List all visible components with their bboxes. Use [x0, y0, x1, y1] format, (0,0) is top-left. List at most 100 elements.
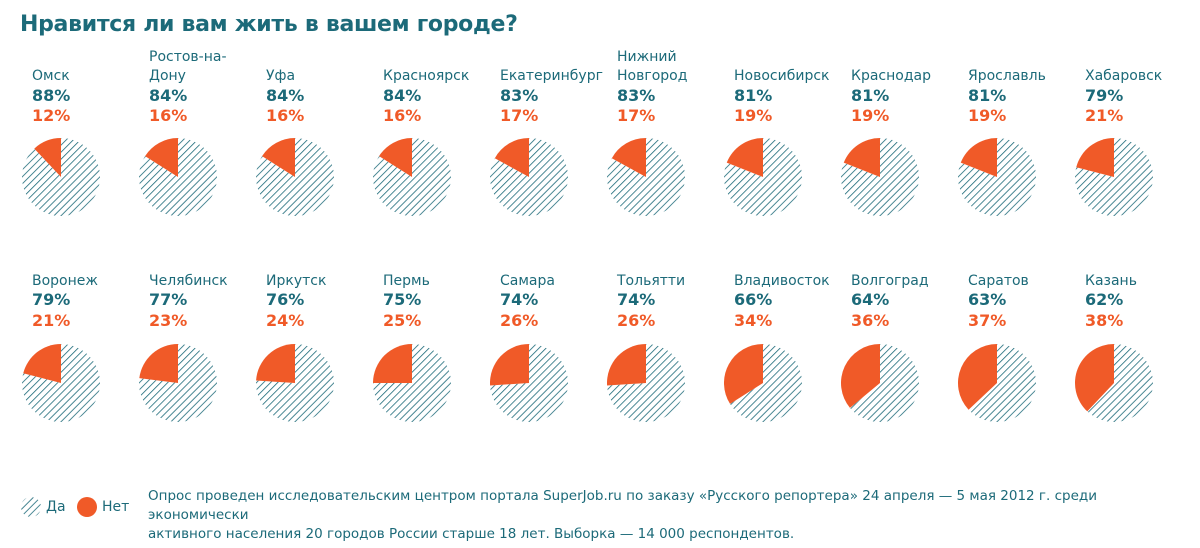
- pie-slice-no: [840, 344, 880, 408]
- city-pie-card: Тольятти 74% 26%: [605, 272, 722, 472]
- no-percent: 19%: [734, 106, 773, 125]
- city-name: Саратов: [968, 273, 1029, 289]
- city-name: Казань: [1085, 273, 1137, 289]
- pie-slice-no: [256, 344, 295, 383]
- pie-slice-no: [1076, 138, 1114, 177]
- city-pie-card: Казань 62% 38%: [1073, 272, 1190, 472]
- no-percent: 16%: [383, 106, 422, 125]
- city-pie-card: Воронеж 79% 21%: [20, 272, 137, 472]
- yes-percent: 77%: [149, 290, 188, 309]
- city-pie-card: Красноярск 84% 16%: [371, 48, 488, 248]
- city-name: Омск: [32, 68, 70, 84]
- pie-slice-yes: [968, 344, 1036, 422]
- yes-percent: 79%: [32, 290, 71, 309]
- yes-percent: 84%: [149, 86, 188, 105]
- city-name: Екатеринбург: [500, 68, 603, 84]
- city-pie-card: Омск 88% 12%: [20, 48, 137, 248]
- yes-percent: 88%: [32, 86, 71, 105]
- pie-slice-no: [726, 138, 763, 177]
- pie-chart: [1074, 344, 1153, 422]
- city-name: Владивосток: [734, 273, 830, 289]
- no-percent: 16%: [149, 106, 188, 125]
- city-name: Пермь: [383, 273, 430, 289]
- pie-row-2: Воронеж 79% 21% Челябинск 77% 23% Иркутск 76% 24…: [20, 272, 1190, 472]
- no-percent: 24%: [266, 311, 305, 330]
- yes-percent: 81%: [734, 86, 773, 105]
- yes-percent: 66%: [734, 290, 773, 309]
- legend-item-no: Нет: [76, 496, 129, 518]
- city-name: Тольятти: [617, 273, 686, 289]
- no-percent: 26%: [617, 311, 656, 330]
- pie-slice-no: [960, 138, 997, 177]
- pie-chart: [255, 138, 334, 216]
- no-percent: 36%: [851, 311, 890, 330]
- no-percent: 34%: [734, 311, 773, 330]
- pie-slice-no: [23, 344, 61, 383]
- no-percent: 26%: [500, 311, 539, 330]
- legend-swatch-yes: [21, 497, 41, 517]
- pie-chart: [138, 138, 217, 216]
- city-pie-card: Владивосток 66% 34%: [722, 272, 839, 472]
- city-pie-card: Нижний Новгород 83% 17%: [605, 48, 722, 248]
- pie-slice-no: [34, 138, 61, 177]
- city-pie-card: Ростов-на-Дону 84% 16%: [137, 48, 254, 248]
- city-pie-card: Саратов 63% 37%: [956, 272, 1073, 472]
- pie-slice-yes: [607, 344, 686, 422]
- pie-chart: [841, 138, 920, 216]
- page-title: Нравится ли вам жить в вашем городе?: [20, 12, 518, 37]
- legend-swatch-no: [77, 497, 97, 517]
- city-pie-card: Самара 74% 26%: [488, 272, 605, 472]
- yes-percent: 83%: [500, 86, 539, 105]
- pie-slice-no: [957, 344, 997, 410]
- pie-chart: [957, 344, 1036, 422]
- pie-slice-yes: [606, 138, 685, 216]
- pie-row-1: Омск 88% 12% Ростов-на-Дону 84% 16% Уфа 84% 16% К…: [20, 48, 1190, 248]
- pie-slice-no: [262, 138, 295, 177]
- pie-slice-yes: [139, 344, 218, 423]
- city-name: Ростов-на-Дону: [149, 49, 227, 84]
- no-percent: 17%: [500, 106, 539, 125]
- pie-chart: [1075, 138, 1154, 216]
- pie-chart: [840, 344, 919, 422]
- pie-chart: [489, 138, 568, 216]
- pie-chart: [139, 344, 218, 423]
- footnote-line-1: Опрос проведен исследовательским центром…: [148, 488, 1098, 523]
- pie-chart: [723, 344, 802, 422]
- yes-percent: 64%: [851, 290, 890, 309]
- city-name: Уфа: [266, 68, 296, 84]
- pie-chart: [606, 138, 685, 216]
- pie-slice-no: [611, 138, 646, 177]
- pie-slice-yes: [1087, 344, 1153, 422]
- no-percent: 16%: [266, 106, 305, 125]
- city-pie-card: Пермь 75% 25%: [371, 272, 488, 472]
- city-pie-card: Челябинск 77% 23%: [137, 272, 254, 472]
- no-percent: 21%: [32, 311, 71, 330]
- city-name: Краснодар: [851, 68, 931, 84]
- city-pie-card: Иркутск 76% 24%: [254, 272, 371, 472]
- legend-label-no: Нет: [102, 499, 130, 515]
- no-percent: 25%: [383, 311, 422, 330]
- no-percent: 12%: [32, 106, 71, 125]
- legend: Да Нет: [20, 496, 135, 526]
- city-name: Новосибирск: [734, 68, 830, 84]
- pie-chart: [724, 138, 803, 216]
- city-name: Челябинск: [149, 273, 228, 289]
- city-pie-card: Новосибирск 81% 19%: [722, 48, 839, 248]
- footnote-line-2: активного населения 20 городов России ст…: [148, 526, 795, 542]
- pie-slice-no: [494, 138, 529, 177]
- pie-slice-yes: [22, 344, 101, 422]
- city-pie-card: Ярославль 81% 19%: [956, 48, 1073, 248]
- pie-slice-yes: [1075, 138, 1154, 216]
- yes-percent: 81%: [968, 86, 1007, 105]
- city-pie-card: Хабаровск 79% 21%: [1073, 48, 1190, 248]
- pie-slice-no: [379, 138, 412, 177]
- no-percent: 37%: [968, 311, 1007, 330]
- pie-slice-no: [139, 344, 178, 383]
- city-name: Волгоград: [851, 273, 929, 289]
- pie-slice-yes: [138, 138, 217, 216]
- pie-slice-yes: [724, 138, 803, 216]
- yes-percent: 63%: [968, 290, 1007, 309]
- yes-percent: 74%: [500, 290, 539, 309]
- pie-slice-yes: [372, 138, 451, 216]
- pie-slice-yes: [255, 138, 334, 216]
